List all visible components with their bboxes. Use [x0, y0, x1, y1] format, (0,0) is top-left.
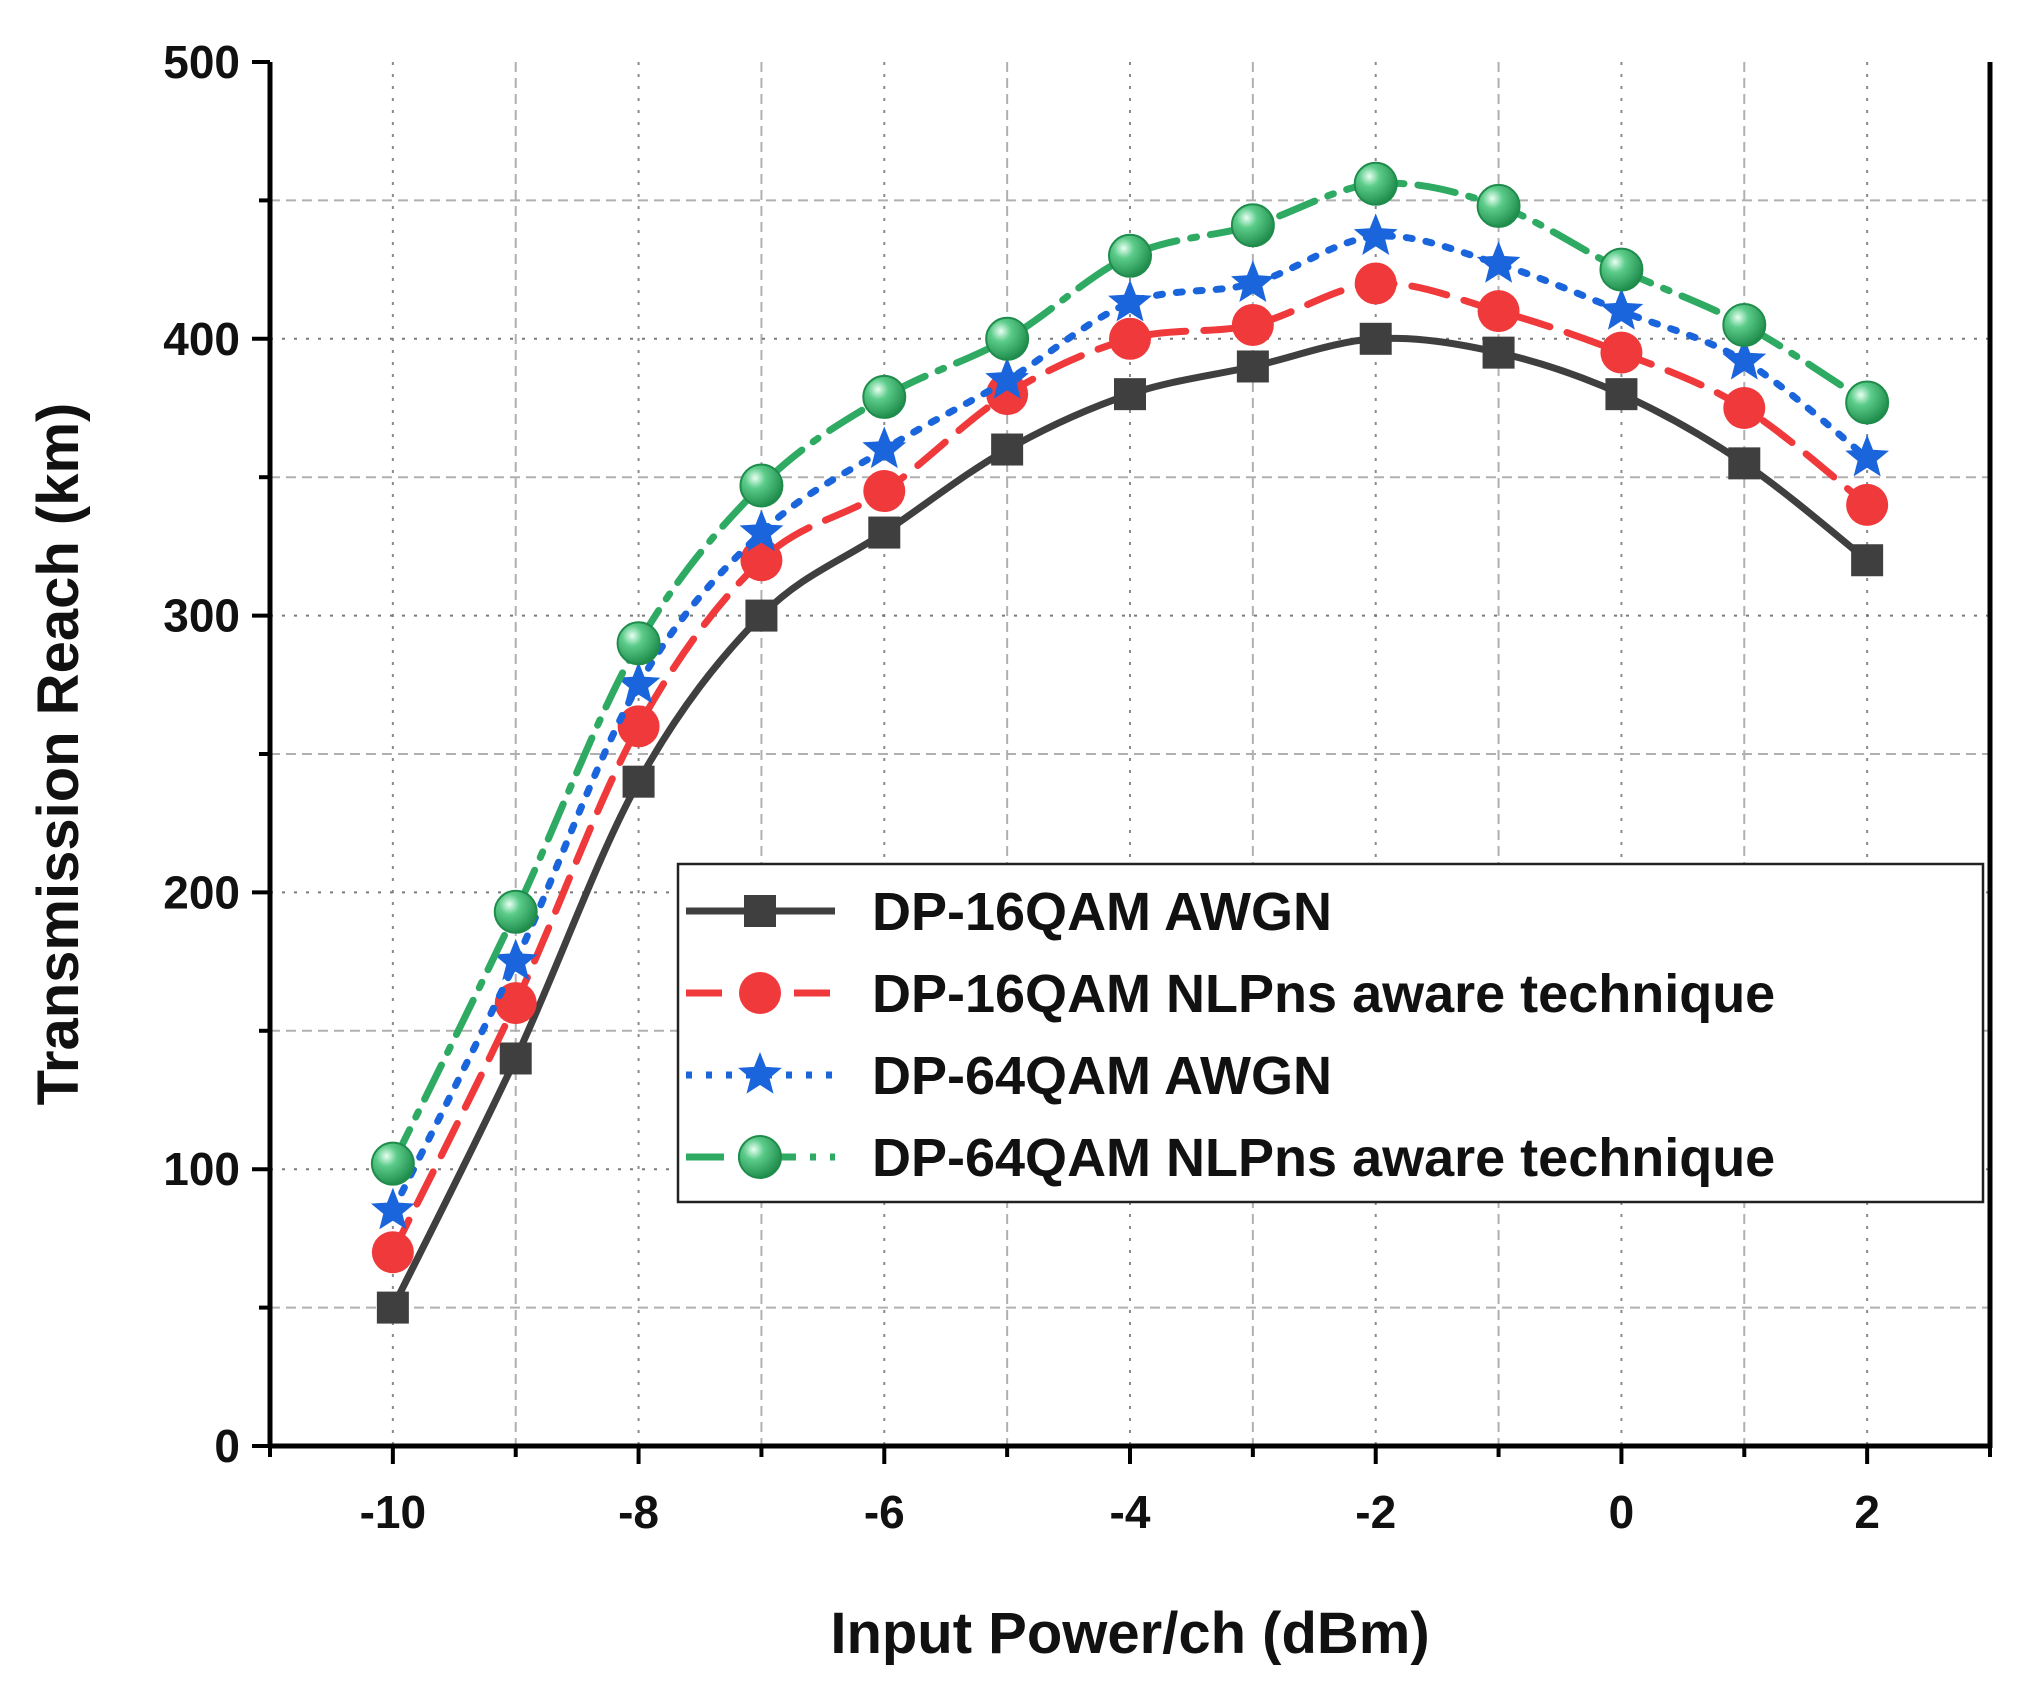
legend-label: DP-64QAM AWGN [872, 1046, 1332, 1106]
data-point-circle [1600, 331, 1643, 374]
data-point-star [1476, 241, 1521, 283]
y-tick-label: 300 [163, 590, 240, 642]
data-point-square [1728, 447, 1761, 480]
data-point-circle [1354, 262, 1397, 305]
data-point-square [1605, 378, 1638, 411]
x-tick-label: -8 [618, 1486, 659, 1538]
data-point-sphere [616, 621, 661, 666]
data-point-square [1482, 336, 1515, 369]
series-group [370, 161, 1890, 1324]
data-point-sphere [493, 889, 538, 934]
series-2 [371, 262, 1889, 1274]
data-point-square [1236, 350, 1269, 383]
data-point-circle [1723, 387, 1766, 429]
series-1 [376, 322, 1884, 1324]
data-point-square [622, 765, 655, 798]
series-line [389, 279, 1871, 1256]
data-point-star [1108, 279, 1152, 322]
legend-label: DP-64QAM NLPns aware technique [872, 1128, 1775, 1188]
data-point-circle [1477, 290, 1520, 333]
data-point-square [1359, 322, 1392, 355]
data-point-circle [494, 982, 537, 1025]
data-point-star [371, 1187, 415, 1230]
data-point-star [862, 426, 907, 469]
data-point-square [376, 1291, 409, 1324]
y-tick-label: 0 [214, 1420, 240, 1472]
data-point-circle [617, 705, 660, 748]
legend: DP-16QAM AWGN DP-16QAM NLPns aware techni… [676, 862, 1985, 1204]
axes: -10 -8 -6 -4 -2 0 2 0 100 200 300 400 500 [163, 36, 1992, 1538]
series-3 [371, 213, 1889, 1230]
series-line [389, 179, 1871, 1168]
x-tick-label: 2 [1854, 1486, 1880, 1538]
data-point-star [985, 357, 1029, 399]
data-point-sphere [1722, 302, 1767, 347]
legend-marker-square [744, 895, 776, 927]
x-axis-title: Input Power/ch (dBm) [830, 1601, 1429, 1666]
legend-marker-circle [739, 972, 781, 1014]
data-point-star [493, 938, 538, 981]
x-tick-label: -2 [1355, 1486, 1396, 1538]
data-point-sphere [1353, 161, 1398, 206]
data-point-star [1599, 288, 1644, 330]
data-point-circle [1846, 483, 1889, 526]
data-point-circle [986, 373, 1029, 416]
data-point-square [868, 516, 901, 549]
series-4 [370, 161, 1890, 1186]
data-point-sphere [739, 463, 784, 508]
data-point-circle [1109, 317, 1151, 360]
data-point-sphere [1599, 247, 1644, 292]
data-point-square [499, 1042, 532, 1075]
y-tick-label: 400 [163, 313, 240, 365]
data-point-sphere [1476, 183, 1521, 228]
data-point-circle [371, 1231, 414, 1274]
data-point-square [745, 599, 778, 632]
data-point-square [1851, 544, 1884, 577]
data-point-circle [863, 470, 906, 513]
data-point-sphere [370, 1141, 415, 1186]
data-point-circle [740, 539, 783, 582]
data-point-square [1114, 378, 1146, 411]
legend-label: DP-16QAM AWGN [872, 882, 1332, 942]
y-tick-label: 200 [163, 866, 240, 918]
legend-box [676, 862, 1985, 1204]
data-point-star [616, 661, 661, 704]
data-point-sphere [1230, 203, 1275, 248]
x-tick-label: -4 [1110, 1486, 1151, 1538]
data-point-star [1845, 434, 1889, 477]
data-point-square [991, 433, 1024, 466]
x-tick-label: 0 [1609, 1486, 1635, 1538]
data-point-star [1231, 260, 1275, 302]
data-point-star [1353, 213, 1398, 255]
data-point-circle [1231, 303, 1274, 346]
data-point-sphere [985, 316, 1030, 361]
legend-label: DP-16QAM NLPns aware technique [872, 964, 1775, 1024]
data-point-sphere [862, 374, 907, 419]
data-point-sphere [1108, 233, 1152, 278]
legend-marker-sphere [738, 1135, 782, 1179]
data-point-star [739, 509, 784, 552]
y-tick-label: 500 [163, 36, 240, 88]
y-axis-title: Transmission Reach (km) [26, 403, 91, 1106]
legend-marker-star [738, 1052, 782, 1094]
data-point-sphere [1845, 380, 1890, 425]
data-point-star [1722, 337, 1767, 380]
x-tick-label: -10 [360, 1486, 426, 1538]
x-tick-label: -6 [864, 1486, 905, 1538]
y-tick-label: 100 [163, 1143, 240, 1195]
